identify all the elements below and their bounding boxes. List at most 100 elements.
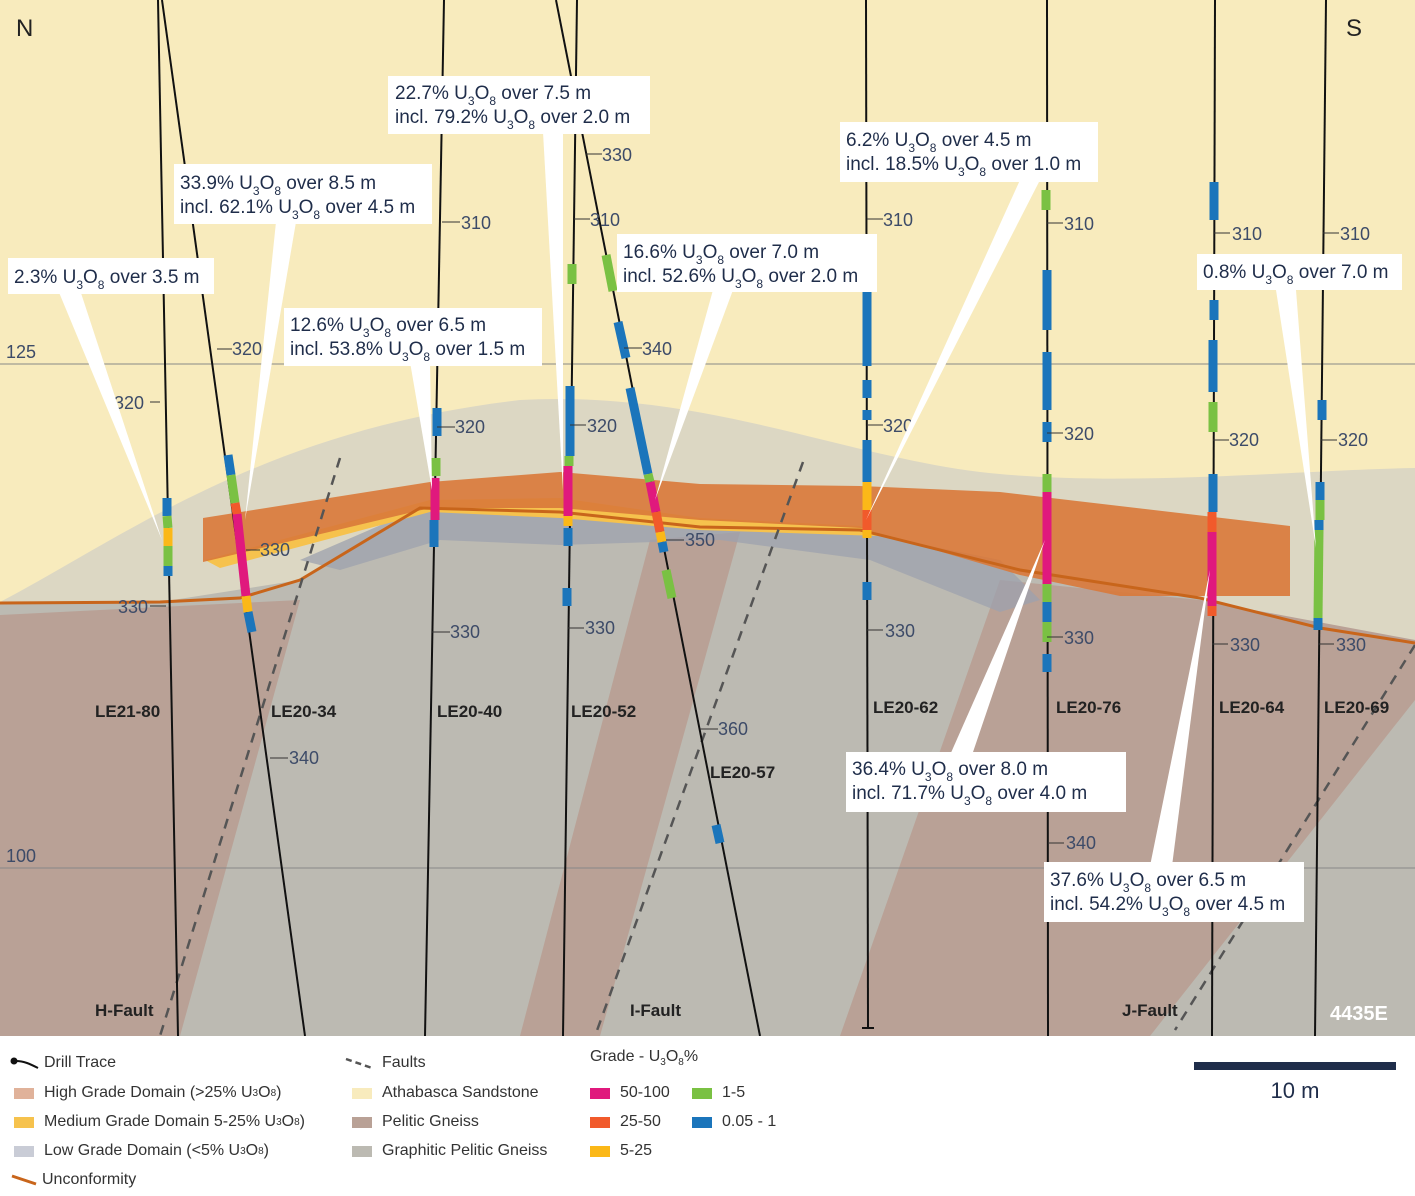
svg-text:incl. 18.5% U3O8 over 1.0 m: incl. 18.5% U3O8 over 1.0 m [846,154,1081,179]
svg-text:6.2% U3O8 over 4.5 m: 6.2% U3O8 over 4.5 m [846,130,1032,155]
elevation-label-125: 125 [6,342,36,362]
legend-pelitic: Pelitic Gneiss [352,1113,479,1131]
legend-label: Drill Trace [44,1054,117,1071]
legend-label: 1-5 [722,1084,746,1101]
legend-label: Low Grade Domain (<5% U [44,1142,241,1159]
depth-label: 330 [885,621,915,641]
legend-label: O [281,1113,295,1130]
grade-0-05-1: 0.05 - 1 [692,1113,776,1131]
depth-label: 360 [718,719,748,739]
assay-callout: 36.4% U3O8 over 8.0 m incl. 71.7% U3O8 o… [846,752,1126,812]
svg-text:incl. 79.2% U3O8 over 2.0 m: incl. 79.2% U3O8 over 2.0 m [395,107,630,132]
legend-medium-grade: Medium Grade Domain 5-25% U 3 O 8) [14,1113,305,1131]
legend-label: 0.05 - 1 [722,1113,777,1130]
grade-legend-title: Grade - U3O8% [590,1048,698,1068]
subscript: 3 [240,1145,246,1157]
subscript: 3 [660,1057,666,1069]
depth-label: 310 [883,210,913,230]
grade-intervals [162,182,1327,844]
legend-label: ) [263,1142,269,1159]
legend-label: Athabasca Sandstone [382,1084,539,1101]
legend-label: Graphitic Pelitic Gneiss [382,1142,548,1159]
fault-icon [345,1057,373,1070]
assay-callout: 12.6% U3O8 over 6.5 m incl. 53.8% U3O8 o… [284,308,542,366]
hole-label-le20-64: LE20-64 [1219,698,1285,717]
legend-label: 25-50 [620,1113,661,1130]
grade-5-25: 5-25 [590,1142,652,1160]
legend-label: Unconformity [42,1171,137,1188]
unconformity-icon [11,1174,37,1186]
i-fault-line [593,461,805,1036]
depth-label: 320 [1064,424,1094,444]
hole-label-le20-57: LE20-57 [710,763,775,782]
i-fault-label: I-Fault [630,1001,681,1020]
legend-high-grade: High Grade Domain (>25% U 3 O 8) [14,1084,281,1102]
swatch [352,1087,372,1099]
depth-label: 310 [1340,224,1370,244]
assay-callout: 33.9% U3O8 over 8.5 m incl. 62.1% U3O8 o… [174,164,432,224]
assay-callout: 37.6% U3O8 over 6.5 m incl. 54.2% U3O8 o… [1044,862,1304,922]
cross-section-diagram: 125 100 H-Fault I-Fault J-Fault [0,0,1415,1036]
depth-label: 320 [1229,430,1259,450]
legend-label: O [245,1142,259,1159]
assay-callout: 6.2% U3O8 over 4.5 m incl. 18.5% U3O8 ov… [840,122,1098,182]
depth-label: 330 [602,145,632,165]
swatch [14,1116,34,1128]
grade-1-5: 1-5 [692,1084,745,1102]
swatch [352,1145,372,1157]
depth-label: 330 [585,618,615,638]
depth-label: 320 [587,416,617,436]
assay-callout: 0.8% U3O8 over 7.0 m [1197,254,1402,290]
depth-label: 320 [1338,430,1368,450]
subscript: 3 [252,1087,259,1099]
hole-label-le20-69: LE20-69 [1324,698,1389,717]
svg-text:incl. 54.2% U3O8 over 4.5 m: incl. 54.2% U3O8 over 4.5 m [1050,894,1285,919]
drill-trace-icon [10,1057,39,1069]
svg-text:0.8% U3O8 over 7.0 m: 0.8% U3O8 over 7.0 m [1203,262,1389,287]
swatch [14,1087,34,1099]
swatch [590,1087,610,1099]
depth-label: 330 [1230,635,1260,655]
compass-south: S [1346,15,1362,42]
legend-label: Faults [382,1054,426,1071]
swatch [590,1145,610,1157]
svg-text:33.9% U3O8 over 8.5 m: 33.9% U3O8 over 8.5 m [180,173,376,198]
section-id: 4435E [1330,1003,1388,1025]
subscript: 8 [258,1145,264,1157]
scale-label: 10 m [1270,1078,1320,1103]
legend-label: % [683,1048,699,1065]
assay-callout: 16.6% U3O8 over 7.0 m incl. 52.6% U3O8 o… [617,234,877,292]
h-fault-label: H-Fault [95,1001,154,1020]
compass-north: N [16,15,33,42]
hole-label-le20-76: LE20-76 [1056,698,1121,717]
hole-label-le21-80: LE21-80 [95,702,160,721]
svg-text:16.6% U3O8 over 7.0 m: 16.6% U3O8 over 7.0 m [623,242,819,267]
depth-label: 330 [260,540,290,560]
depth-label: 340 [1066,833,1096,853]
unconformity-line [0,506,1415,645]
subscript: 8 [270,1087,277,1099]
legend-unconformity: Unconformity [10,1171,136,1189]
hole-label-le20-52: LE20-52 [571,702,636,721]
legend-label: ) [299,1113,305,1130]
depth-label: 350 [685,530,715,550]
depth-label: 310 [1232,224,1262,244]
depth-label: 310 [1064,214,1094,234]
svg-text:2.3% U3O8 over 3.5 m: 2.3% U3O8 over 3.5 m [14,267,200,292]
depth-label: 320 [114,393,144,413]
depth-label: 310 [461,213,491,233]
swatch [692,1116,712,1128]
j-fault-label: J-Fault [1122,1001,1178,1020]
depth-label: 330 [118,597,148,617]
svg-text:37.6% U3O8 over 6.5 m: 37.6% U3O8 over 6.5 m [1050,870,1246,895]
pelitic-gneiss-band-west [0,600,300,1036]
depth-label: 330 [1336,635,1366,655]
depth-ticks [150,153,1339,844]
legend-label: Pelitic Gneiss [382,1113,479,1130]
legend-label: O [665,1048,679,1065]
swatch [590,1116,610,1128]
h-fault-line [158,457,342,1036]
assay-callout: 2.3% U3O8 over 3.5 m [8,258,214,294]
grade-50-100: 50-100 [590,1084,670,1102]
